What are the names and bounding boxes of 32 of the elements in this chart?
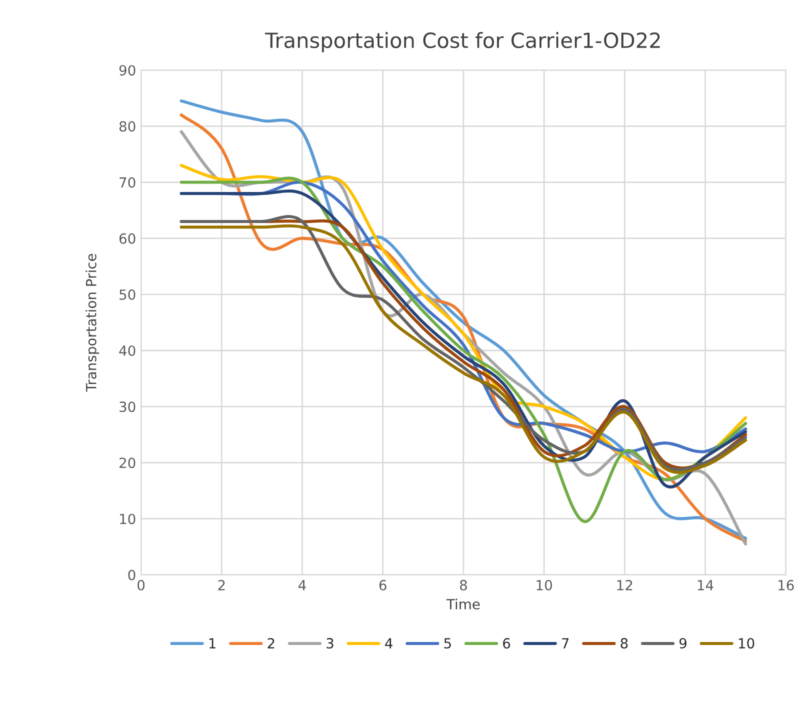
y-tick-label: 10: [120, 514, 136, 524]
x-tick-label: 16: [778, 580, 794, 590]
y-tick-label: 90: [119, 65, 136, 76]
legend-label: 9: [679, 638, 686, 649]
x-tick-label: 2: [218, 580, 225, 590]
legend-label: 5: [444, 638, 451, 649]
legend-label: 4: [385, 638, 392, 648]
y-tick-label: 20: [120, 458, 136, 468]
legend-label: 6: [503, 638, 510, 649]
legend-label: 7: [562, 638, 569, 648]
x-tick-label: 14: [698, 580, 714, 590]
chart-title: Transportation Cost for Carrier1-OD22: [264, 32, 660, 52]
x-tick-label: 8: [460, 580, 467, 590]
legend-label: 1: [209, 638, 216, 648]
legend-label: 8: [620, 638, 628, 649]
x-axis-title: Time: [446, 598, 480, 610]
legend-label: 10: [738, 638, 754, 649]
x-tick-label: 4: [298, 580, 306, 590]
y-tick-label: 60: [119, 233, 136, 244]
y-tick-label: 50: [120, 289, 136, 300]
y-tick-label: 0: [128, 570, 136, 580]
y-tick-label: 40: [119, 345, 136, 356]
legend-label: 3: [326, 638, 334, 649]
x-tick-label: 12: [617, 580, 632, 590]
y-tick-label: 80: [119, 121, 136, 132]
y-axis-title: Transportation Price: [86, 254, 100, 392]
x-tick-label: 10: [536, 580, 552, 590]
x-tick-label: 6: [379, 580, 386, 590]
y-tick-label: 70: [120, 177, 136, 188]
legend-label: 2: [268, 638, 274, 648]
y-tick-label: 30: [120, 402, 136, 412]
x-tick-label: 0: [138, 580, 145, 590]
